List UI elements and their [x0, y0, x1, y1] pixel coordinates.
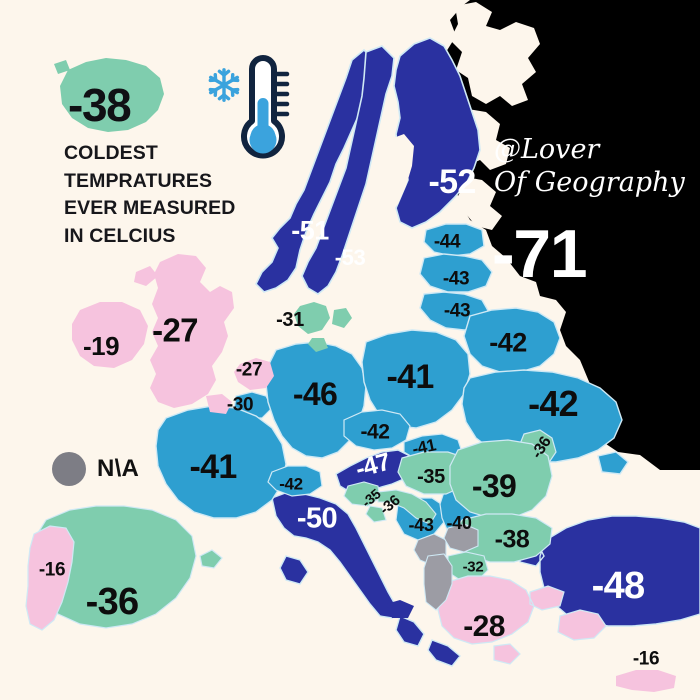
map-label-switzerland: -42	[279, 474, 303, 494]
map-label-belarus: -42	[489, 327, 527, 358]
region-finland	[393, 37, 481, 229]
map-label-uk: -27	[152, 311, 198, 349]
map-label-macedonia: -32	[462, 558, 484, 576]
region-ionian-sea	[386, 600, 414, 618]
map-label-france: -41	[189, 448, 237, 486]
region-kosovo	[443, 523, 479, 553]
map-label-finland: -52	[428, 163, 476, 201]
region-ireland	[72, 302, 148, 368]
map-label-norway: -51	[291, 215, 329, 246]
watermark-line-2: Of Geography	[494, 166, 685, 198]
map-label-estonia: -44	[433, 231, 461, 253]
watermark-line-1: @Lover	[494, 134, 600, 165]
gulf-of-bothnia	[378, 134, 414, 214]
region-denmark	[294, 302, 352, 352]
map-label-greece: -28	[463, 610, 505, 643]
region-belarus	[463, 307, 561, 373]
baltic-sea	[358, 226, 406, 304]
map-label-italy: -50	[296, 502, 338, 535]
region-albania	[423, 553, 453, 611]
map-label-romania: -39	[471, 468, 517, 504]
region-netherlands	[234, 358, 274, 390]
region-greece	[437, 575, 607, 665]
iceland-value-label: -38	[68, 79, 132, 131]
map-label-belgium: -30	[226, 394, 254, 416]
title-line-1: COLDEST	[64, 142, 158, 164]
region-france	[155, 405, 287, 519]
thermometer-icon	[241, 55, 290, 159]
watermark: @Lover Of Geography	[494, 134, 685, 200]
region-germany	[265, 341, 367, 459]
region-slovenia	[343, 481, 381, 507]
region-czechia	[343, 409, 411, 451]
region-cyprus	[616, 670, 676, 692]
map-label-serbia: -40	[446, 513, 472, 533]
region-latvia	[419, 253, 493, 293]
map-label-cyprus: -16	[632, 648, 660, 670]
map-label-turkey: -48	[591, 565, 645, 607]
map-label-ireland: -19	[82, 331, 120, 361]
map-label-bulgaria: -38	[494, 525, 530, 554]
region-sweden	[301, 45, 395, 295]
map-label-bosnia: -43	[408, 515, 434, 535]
na-legend-label: N\A	[97, 455, 140, 482]
region-uk	[134, 254, 234, 414]
title-line-3: EVER MEASURED	[64, 197, 236, 220]
map-label-poland: -41	[386, 358, 434, 396]
map-label-ukraine: -42	[528, 383, 579, 424]
map-label-slovakia: -41	[410, 435, 438, 459]
region-iceland	[54, 58, 164, 132]
na-legend: N\A	[52, 452, 139, 486]
map-label-portugal: -16	[38, 559, 66, 581]
region-poland	[361, 329, 471, 429]
region-croatia	[365, 489, 437, 525]
na-color-swatch	[52, 452, 86, 486]
infographic-title: COLDEST TEMPRATURES EVER MEASURED IN CEL…	[64, 140, 264, 251]
map-label-spain: -36	[85, 581, 139, 623]
region-switzerland	[267, 465, 323, 497]
title-line-4: IN CELCIUS	[64, 225, 176, 248]
map-label-hungary: -35	[417, 466, 445, 488]
map-label-netherlands: -27	[235, 359, 263, 381]
title-line-2: TEMPRATURES	[64, 169, 213, 192]
region-estonia	[423, 223, 485, 257]
map-label-latvia: -43	[442, 268, 470, 290]
russia-value-label: -71	[492, 216, 588, 292]
region-portugal	[25, 525, 75, 631]
map-label-germany: -46	[292, 376, 338, 412]
region-russia	[444, 0, 700, 470]
map-label-sweden: -53	[334, 245, 366, 270]
region-romania	[449, 439, 553, 519]
map-label-lithuania: -43	[443, 300, 471, 322]
map-label-czechia: -42	[360, 420, 390, 444]
title-lines: COLDEST TEMPRATURES EVER MEASURED IN CEL…	[64, 140, 264, 251]
map-label-denmark: -31	[276, 309, 304, 331]
snowflake-icon	[208, 68, 240, 102]
